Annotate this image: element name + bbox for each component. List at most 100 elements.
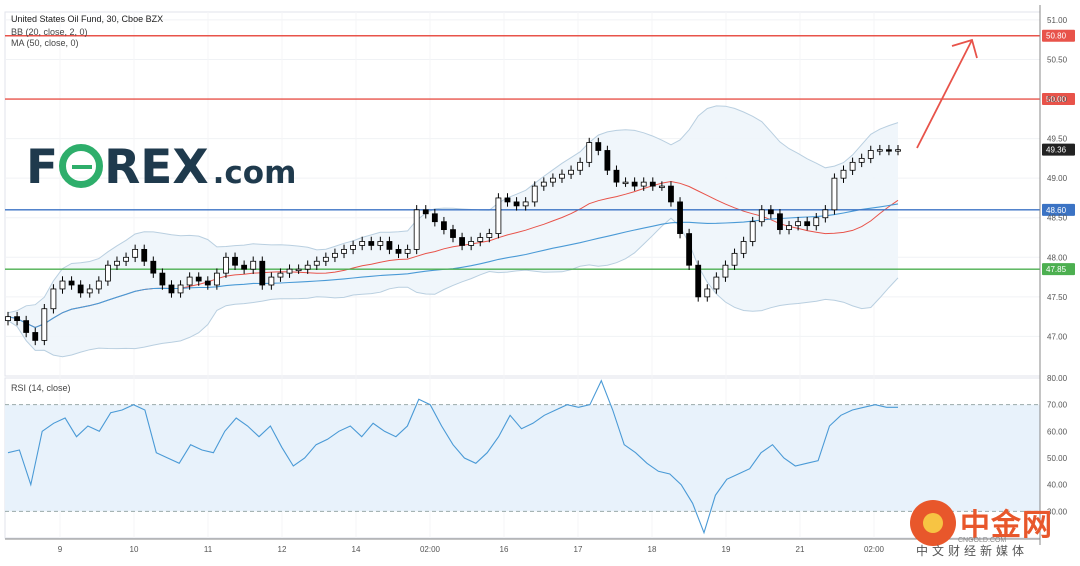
price-tick-label: 47.50 bbox=[1047, 293, 1068, 302]
rsi-tick-label: 60.00 bbox=[1047, 427, 1068, 436]
watermark-sub: 中文财经新媒体 bbox=[916, 544, 1029, 558]
candle-body bbox=[822, 209, 829, 219]
forex-logo: F REX .com bbox=[26, 140, 296, 195]
time-tick-label: 14 bbox=[352, 545, 361, 554]
candle-body bbox=[813, 217, 820, 227]
price-tick-label: 49.00 bbox=[1047, 174, 1068, 183]
candle-body bbox=[876, 149, 883, 152]
level-label-box bbox=[1042, 93, 1075, 106]
level-label: 47.85 bbox=[1046, 265, 1067, 274]
candle-body bbox=[68, 280, 75, 286]
candle-body bbox=[322, 256, 329, 262]
level-label-box bbox=[1042, 29, 1075, 42]
candle-body bbox=[186, 276, 193, 286]
candle-body bbox=[686, 233, 693, 266]
time-tick-label: 10 bbox=[130, 545, 139, 554]
rsi-line bbox=[7, 379, 898, 535]
candle-body bbox=[350, 245, 357, 250]
candle-body bbox=[604, 150, 611, 171]
level-label-box bbox=[1042, 203, 1075, 216]
candle-body bbox=[332, 252, 338, 258]
candle-body bbox=[649, 181, 656, 187]
candle-body bbox=[513, 201, 520, 207]
candle-body bbox=[259, 260, 266, 286]
candle-body bbox=[695, 264, 702, 298]
candle-body bbox=[804, 221, 811, 227]
candle-body bbox=[758, 209, 765, 223]
rsi-tick-label: 80.00 bbox=[1047, 374, 1068, 383]
candle-body bbox=[241, 264, 248, 270]
logo-letters-rex: REX bbox=[104, 140, 209, 195]
candle-body bbox=[286, 268, 293, 274]
candle-body bbox=[831, 177, 838, 211]
forecast-arrow-head bbox=[951, 38, 978, 59]
candle-body bbox=[23, 320, 30, 333]
price-tick-label: 48.50 bbox=[1047, 214, 1068, 223]
candle-body bbox=[204, 280, 211, 286]
candle-body bbox=[531, 185, 538, 203]
candle-body bbox=[840, 169, 847, 179]
ma-legend: MA (50, close, 0) bbox=[11, 38, 79, 48]
candle-body bbox=[304, 264, 311, 270]
cngold-logo-icon bbox=[910, 500, 956, 546]
candle-body bbox=[631, 181, 638, 187]
candle-body bbox=[59, 280, 66, 290]
time-tick-label: 02:00 bbox=[864, 545, 885, 554]
time-tick-label: 19 bbox=[722, 545, 731, 554]
candle-body bbox=[359, 241, 366, 246]
candle-body bbox=[268, 276, 275, 286]
candle-body bbox=[295, 268, 302, 272]
level-label: 50.80 bbox=[1046, 32, 1067, 41]
candle-body bbox=[867, 150, 874, 159]
candle-body bbox=[386, 241, 393, 250]
candle-body bbox=[549, 177, 556, 183]
candle-body bbox=[195, 276, 202, 282]
candle-body bbox=[277, 272, 284, 278]
candle-body bbox=[95, 280, 102, 290]
rsi-overbought-oversold-band bbox=[5, 404, 1040, 512]
candle-body bbox=[123, 256, 129, 262]
candle-body bbox=[540, 181, 547, 187]
bb-lower-line bbox=[7, 217, 899, 358]
candle-body bbox=[568, 169, 574, 175]
candle-body bbox=[50, 288, 57, 310]
candle-body bbox=[767, 209, 774, 215]
candle-body bbox=[613, 169, 620, 183]
candle-body bbox=[777, 213, 783, 231]
price-tick-label: 51.00 bbox=[1047, 16, 1068, 25]
candle-body bbox=[431, 213, 438, 223]
price-tick-label: 48.00 bbox=[1047, 253, 1068, 262]
rsi-tick-label: 70.00 bbox=[1047, 401, 1068, 410]
price-tick-label: 50.50 bbox=[1047, 55, 1068, 64]
watermark-en: CNGOLD.COM bbox=[958, 537, 1007, 544]
candle-body bbox=[895, 149, 901, 152]
candle-body bbox=[595, 142, 602, 151]
logo-letter-f: F bbox=[26, 140, 59, 195]
candle-body bbox=[450, 229, 456, 238]
chart-title: United States Oil Fund, 30, Cboe BZX bbox=[11, 14, 164, 24]
candle-body bbox=[114, 260, 120, 266]
level-label-box bbox=[1042, 263, 1075, 276]
logo-o-icon bbox=[59, 144, 104, 188]
candle-body bbox=[740, 241, 747, 254]
candle-body bbox=[177, 284, 184, 294]
candle-body bbox=[786, 225, 792, 231]
rsi-tick-label: 30.00 bbox=[1047, 507, 1068, 516]
candle-body bbox=[486, 233, 493, 238]
time-tick-label: 18 bbox=[648, 545, 657, 554]
time-tick-label: 02:00 bbox=[420, 545, 441, 554]
candle-body bbox=[168, 284, 175, 294]
candle-body bbox=[459, 237, 465, 246]
candle-body bbox=[849, 161, 856, 171]
time-tick-label: 11 bbox=[204, 545, 213, 554]
candle-body bbox=[640, 181, 647, 187]
candle-body bbox=[104, 264, 111, 282]
candle-body bbox=[341, 248, 347, 254]
candle-body bbox=[477, 237, 484, 242]
last-price-label: 49.36 bbox=[1046, 146, 1067, 155]
candle-body bbox=[213, 272, 220, 286]
candle-body bbox=[495, 197, 502, 234]
candle-body bbox=[132, 248, 139, 258]
candle-body bbox=[858, 157, 865, 163]
